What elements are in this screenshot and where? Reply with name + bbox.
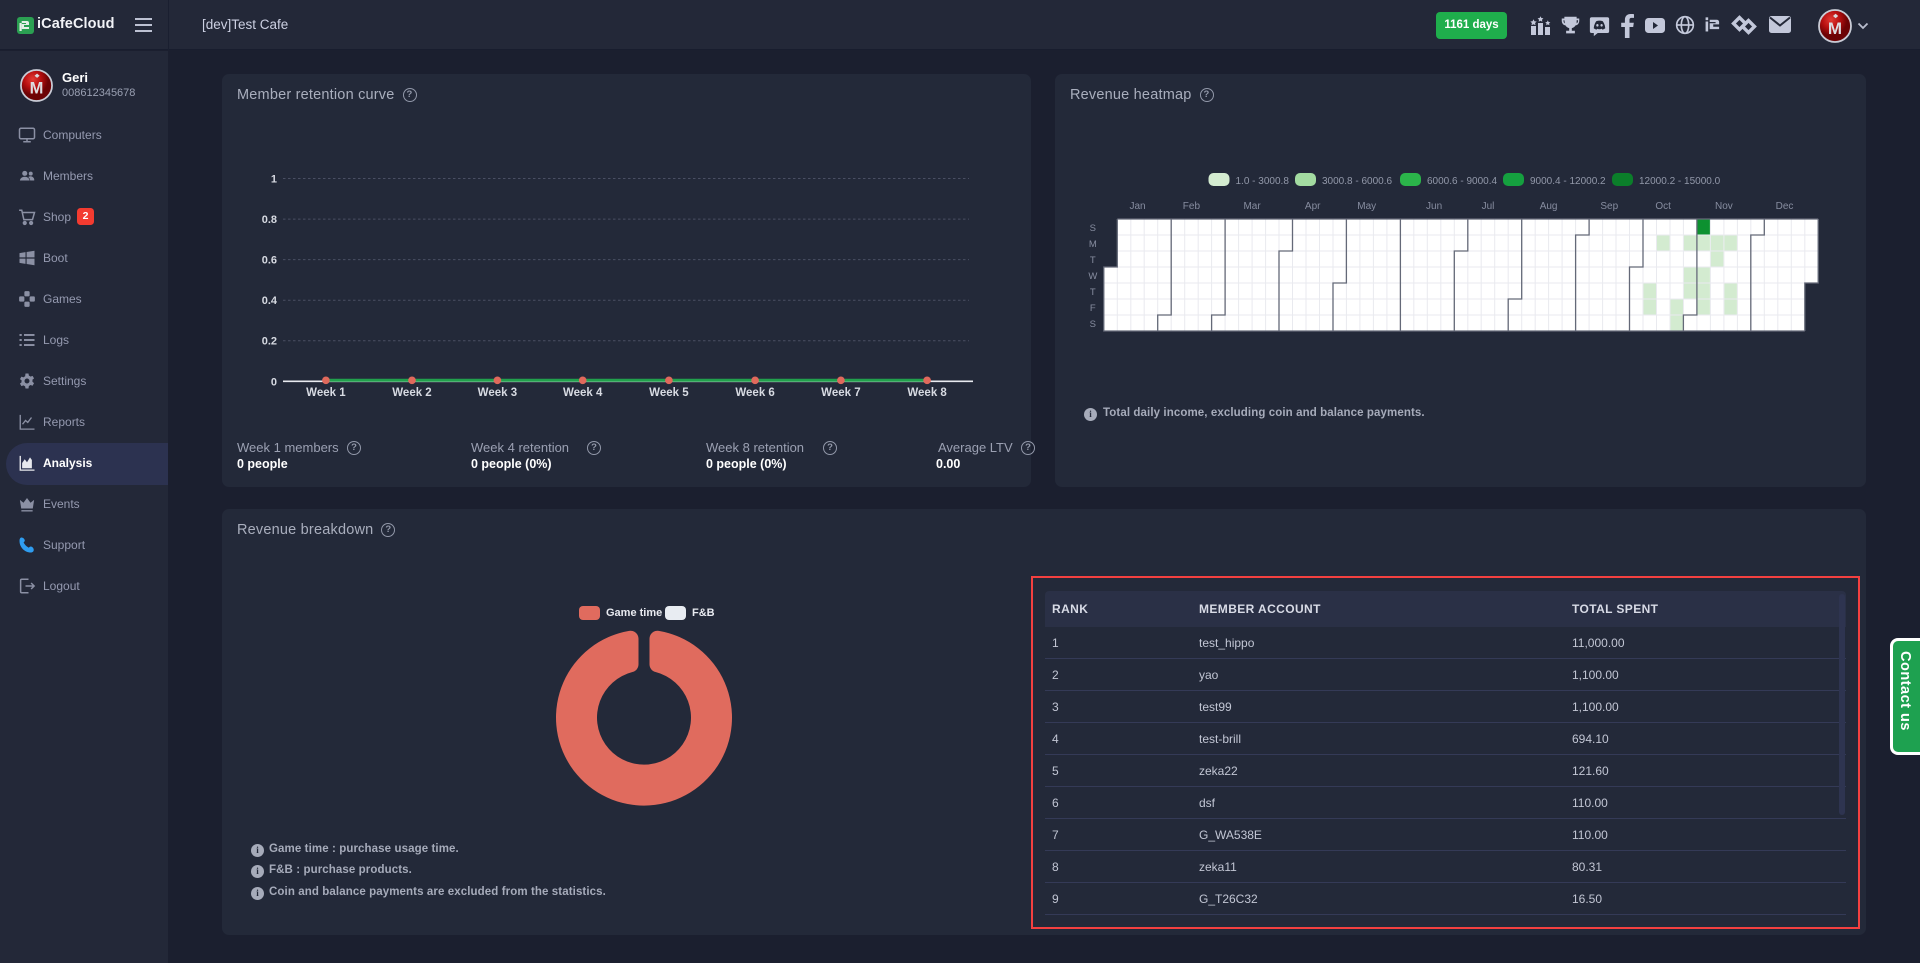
svg-text:Week 1: Week 1 — [306, 387, 346, 399]
svg-text:0.4: 0.4 — [262, 295, 278, 307]
svg-text:W: W — [1088, 271, 1097, 282]
svg-text:1.0 - 3000.8: 1.0 - 3000.8 — [1236, 176, 1290, 187]
svg-text:Week 8: Week 8 — [907, 387, 947, 399]
svg-text:F: F — [1090, 303, 1096, 314]
svg-text:Feb: Feb — [1183, 201, 1201, 212]
svg-text:Jan: Jan — [1129, 201, 1145, 212]
svg-text:Nov: Nov — [1715, 201, 1733, 212]
svg-text:12000.2 - 15000.0: 12000.2 - 15000.0 — [1639, 176, 1721, 187]
svg-text:6000.6 - 9000.4: 6000.6 - 9000.4 — [1427, 176, 1497, 187]
svg-text:0.8: 0.8 — [262, 214, 277, 226]
svg-text:0.6: 0.6 — [262, 255, 277, 267]
svg-text:0: 0 — [271, 376, 277, 388]
svg-text:Week 4: Week 4 — [563, 387, 603, 399]
svg-text:Week 6: Week 6 — [735, 387, 774, 399]
svg-text:S: S — [1090, 223, 1096, 234]
svg-text:Mar: Mar — [1243, 201, 1261, 212]
svg-text:9000.4 - 12000.2: 9000.4 - 12000.2 — [1530, 176, 1606, 187]
svg-text:Week 3: Week 3 — [478, 387, 517, 399]
svg-text:Week 2: Week 2 — [392, 387, 431, 399]
svg-text:Week 7: Week 7 — [821, 387, 860, 399]
svg-text:Jul: Jul — [1482, 201, 1495, 212]
svg-text:M: M — [1089, 239, 1097, 250]
svg-text:M: M — [30, 79, 44, 97]
svg-text:Week 5: Week 5 — [649, 387, 689, 399]
svg-text:Apr: Apr — [1305, 201, 1321, 212]
svg-text:Jun: Jun — [1426, 201, 1442, 212]
svg-text:Sep: Sep — [1600, 201, 1618, 212]
svg-text:1: 1 — [271, 174, 277, 186]
svg-text:3000.8 - 6000.6: 3000.8 - 6000.6 — [1322, 176, 1392, 187]
svg-text:M: M — [1828, 19, 1842, 38]
svg-text:T: T — [1090, 287, 1096, 298]
svg-text:T: T — [1090, 255, 1096, 266]
svg-text:S: S — [1090, 319, 1096, 330]
svg-text:Dec: Dec — [1776, 201, 1794, 212]
svg-text:May: May — [1357, 201, 1376, 212]
svg-text:0.2: 0.2 — [262, 336, 277, 348]
svg-text:Oct: Oct — [1655, 201, 1671, 212]
svg-text:Aug: Aug — [1540, 201, 1558, 212]
